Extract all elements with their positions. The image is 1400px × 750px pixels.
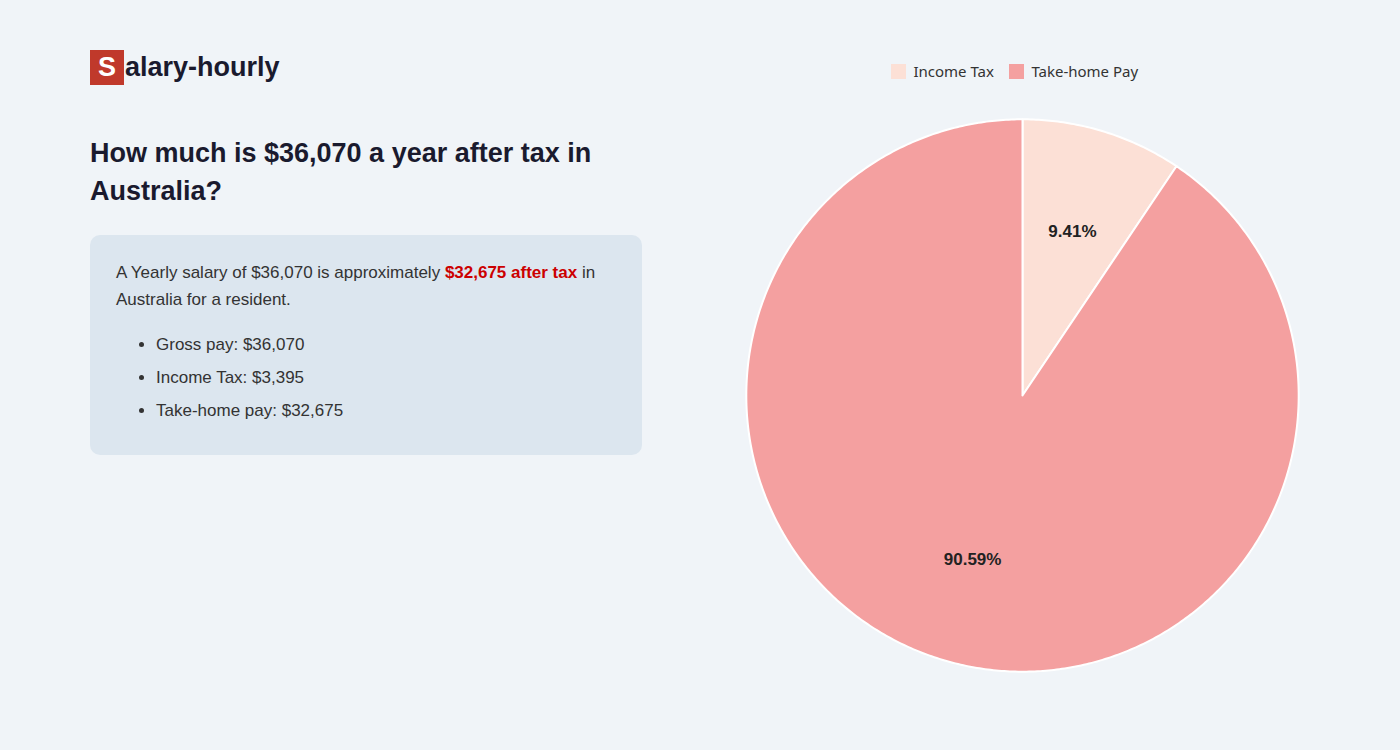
html-text:Income Tax: $3,395: Income Tax: $3,395 bbox=[156, 368, 305, 388]
html-text:Australia for a resident.: Australia for a resident. bbox=[116, 289, 291, 309]
svg-text:90.59%: 90.59% bbox=[944, 550, 1002, 569]
html-text:Take-home Pay: Take-home Pay bbox=[1031, 61, 1139, 82]
html-text:S alary-hourly: S alary-hourly bbox=[98, 52, 280, 82]
html-text:Take-home pay: $32,675: Take-home pay: $32,675 bbox=[156, 401, 344, 421]
html-text:Gross pay: $36,070: Gross pay: $36,070 bbox=[156, 335, 305, 354]
svg-text:9.41%: 9.41% bbox=[1048, 222, 1096, 241]
html-text:Income Tax: Income Tax bbox=[913, 61, 994, 82]
html-text:A Yearly salary of $36,070 is: A Yearly salary of $36,070 is approximat… bbox=[116, 262, 596, 282]
html-text:How much is $36,070 a year aft: How much is $36,070 a year after tax in … bbox=[90, 138, 592, 206]
